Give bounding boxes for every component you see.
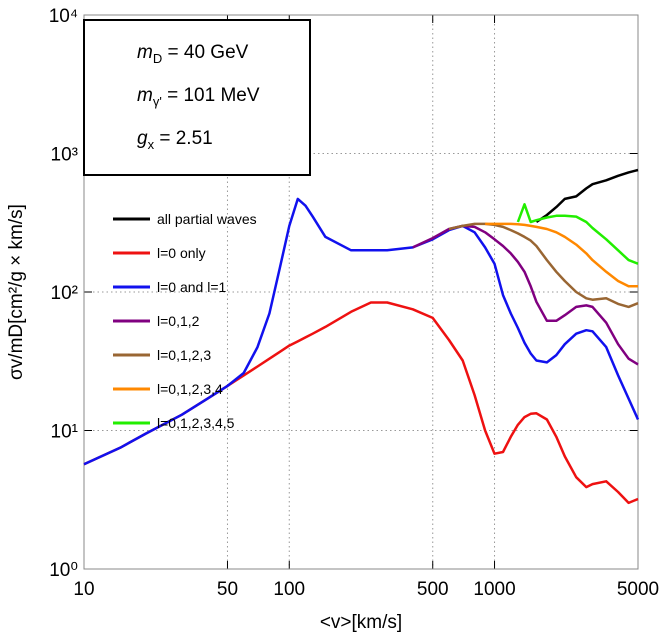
annotation-symbol: m xyxy=(137,42,153,63)
x-tick-label: 5000 xyxy=(617,579,659,600)
series-line xyxy=(535,168,639,224)
annotation-box xyxy=(83,19,311,176)
legend-label: l=0 and l=1 xyxy=(157,279,226,295)
legend-label: l=0,1,2 xyxy=(157,313,200,329)
x-tick-label: 10 xyxy=(73,579,94,600)
x-tick-label: 50 xyxy=(217,579,238,600)
series-line xyxy=(83,301,639,505)
annotation-symbol: m xyxy=(137,85,153,106)
annotation-subscript: D xyxy=(153,51,162,66)
series-line xyxy=(412,224,639,366)
series-line xyxy=(516,203,639,265)
legend-label: l=0,1,2,3,4 xyxy=(157,381,223,397)
x-tick-label: 500 xyxy=(417,579,449,600)
annotation: mγ' = 101 MeV xyxy=(137,85,260,109)
x-axis-label: <v>[km/s] xyxy=(320,612,402,633)
annotation: gx = 2.51 xyxy=(137,128,213,152)
y-tick-label: 10¹ xyxy=(51,422,78,443)
y-tick-label: 10⁴ xyxy=(49,6,78,27)
legend-label: all partial waves xyxy=(157,211,257,227)
annotation: mD = 40 GeV xyxy=(137,42,249,66)
annotation-text: = 101 MeV xyxy=(162,85,260,106)
series-line xyxy=(485,222,638,288)
plot-frame xyxy=(83,14,639,570)
annotation-subscript: γ' xyxy=(153,94,162,109)
x-tick-label: 1000 xyxy=(473,579,515,600)
legend-label: l=0,1,2,3 xyxy=(157,347,211,363)
y-tick-label: 10⁰ xyxy=(49,560,78,581)
y-tick-label: 10³ xyxy=(51,145,78,166)
legend-label: l=0 only xyxy=(157,245,206,261)
annotation-subscript: x xyxy=(148,137,155,152)
annotation-text: = 40 GeV xyxy=(162,42,248,63)
legend-label: l=0,1,2,3,4,5 xyxy=(157,415,235,431)
y-tick-label: 10² xyxy=(51,283,78,304)
x-tick-label: 100 xyxy=(273,579,305,600)
y-axis-label: σv/mD[cm²/g × km/s] xyxy=(6,204,27,380)
annotation-text: = 2.51 xyxy=(154,128,213,149)
annotation-symbol: g xyxy=(137,128,148,149)
